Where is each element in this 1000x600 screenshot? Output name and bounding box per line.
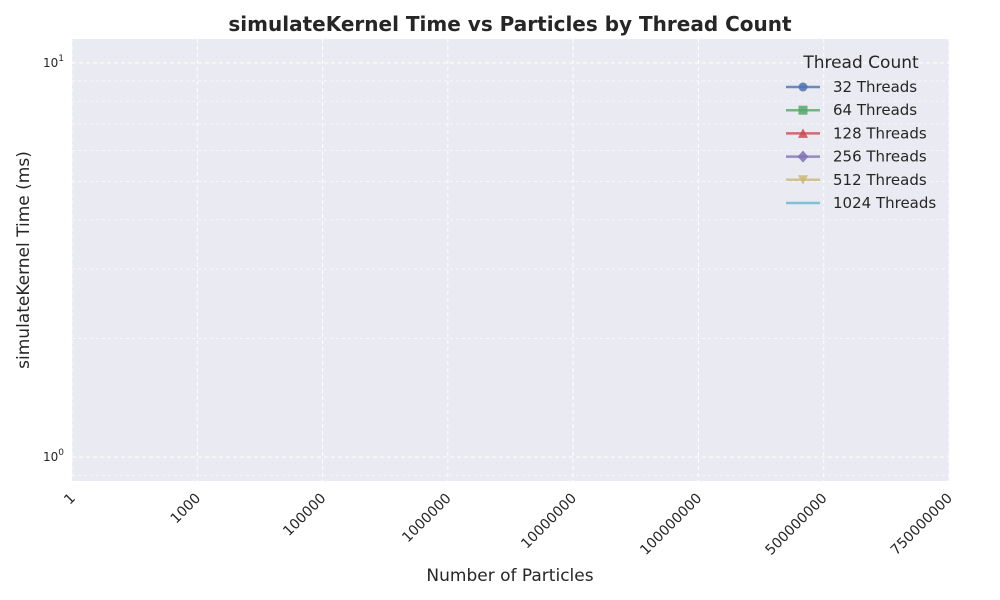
plot-area <box>72 39 949 481</box>
legend-label: 128 Threads <box>833 124 927 142</box>
grid-lines <box>71 39 950 481</box>
legend-marker <box>798 128 808 138</box>
legend-item: 32 Threads <box>786 78 917 96</box>
y-tick-label: 101 <box>43 54 64 70</box>
legend-marker <box>798 82 808 92</box>
legend-marker <box>798 105 808 115</box>
legend-item: 1024 Threads <box>786 194 936 212</box>
legend-title: Thread Count <box>802 53 919 73</box>
x-axis-label: Number of Particles <box>426 566 593 586</box>
legend-label: 1024 Threads <box>833 194 936 212</box>
y-tick-label: 100 <box>43 448 64 464</box>
legend-label: 256 Threads <box>833 148 927 166</box>
legend-marker <box>797 150 809 163</box>
legend-label: 32 Threads <box>833 78 917 96</box>
chart-title: simulateKernel Time vs Particles by Thre… <box>228 12 792 36</box>
legend-label: 512 Threads <box>833 171 927 189</box>
legend-marker <box>798 175 808 185</box>
y-axis-label: simulateKernel Time (ms) <box>14 151 34 369</box>
legend-label: 64 Threads <box>833 101 917 119</box>
legend: Thread Count 32 Threads 64 Threads 128 Thr… <box>786 53 936 212</box>
legend-item: 128 Threads <box>786 124 927 142</box>
y-axis-ticks: 100 101 <box>43 54 64 464</box>
legend-item: 64 Threads <box>786 101 917 119</box>
legend-item: 256 Threads <box>786 148 927 166</box>
legend-item: 512 Threads <box>786 171 927 189</box>
